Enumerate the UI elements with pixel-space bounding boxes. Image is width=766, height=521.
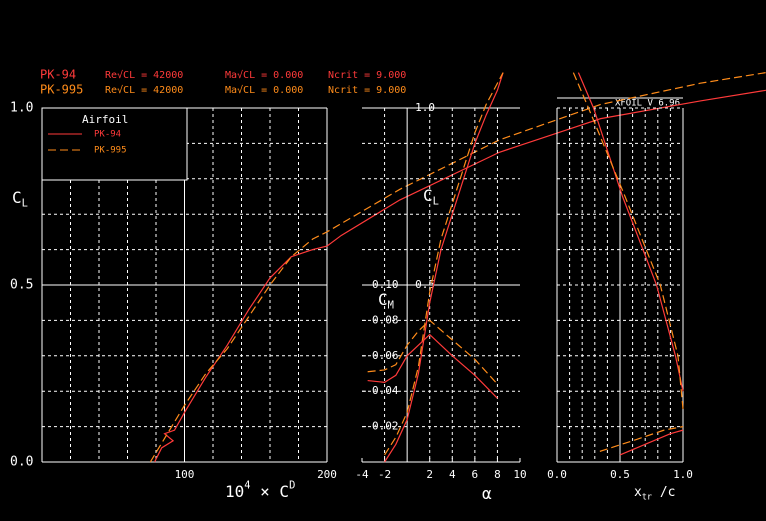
x-label: xtr /c (634, 485, 675, 502)
y2-tick-label: 0.04 (372, 384, 399, 397)
x-label: α (482, 484, 492, 503)
legend-label: PK-94 (94, 130, 121, 140)
y-label: CL (12, 188, 28, 210)
y2-label-part: M (388, 300, 394, 312)
series-line (619, 429, 684, 456)
x-tick-label: 200 (317, 468, 337, 481)
header-re: Re√CL = 42000 (105, 69, 183, 81)
series-line (367, 333, 498, 399)
x-label-part: 10 (225, 482, 244, 501)
y-label-part: L (22, 198, 28, 210)
version: XFOIL V 6.96 (615, 99, 680, 109)
x-label-part: α (482, 484, 492, 503)
y2-tick-label: 0.08 (372, 313, 399, 326)
x-tick-label: 6 (472, 468, 479, 481)
x-label-part: D (289, 480, 295, 492)
y-label-part: C (423, 186, 433, 205)
header-ncrit: Ncrit = 9.000 (328, 70, 406, 81)
y2-tick-label: 0.02 (372, 420, 399, 433)
header-name: PK-94 (40, 68, 76, 82)
x-tick-label: 2 (426, 468, 433, 481)
y-label: CL (423, 186, 439, 208)
x-tick-label: -4 (355, 468, 369, 481)
x-label-part: × C (251, 482, 290, 501)
x-label-part: tr (642, 491, 652, 501)
x-tick-label: 10 (513, 468, 526, 481)
header-ma: Ma√CL = 0.000 (225, 84, 303, 96)
x-tick-label: 100 (175, 468, 195, 481)
x-tick-label: 1.0 (673, 468, 693, 481)
y2-tick-label: 0.10 (372, 278, 399, 291)
x-tick-label: -2 (378, 468, 391, 481)
y2-tick-label: 0.06 (372, 349, 399, 362)
y-label-part: C (12, 188, 22, 207)
header-ma: Ma√CL = 0.000 (225, 69, 303, 81)
legend-title: Airfoil (82, 113, 128, 126)
series-line (384, 72, 504, 463)
series-line (577, 72, 684, 392)
y2-label-part: C (378, 290, 388, 309)
x-tick-label: 0.0 (547, 468, 567, 481)
y2-label: CM (378, 290, 394, 312)
series-line (367, 319, 498, 385)
y-label-part: L (433, 196, 439, 208)
series-line (149, 72, 766, 463)
x-tick-label: 0.5 (610, 468, 630, 481)
series-line (572, 72, 684, 409)
series-line (384, 72, 504, 456)
y-tick-label: 0.5 (10, 278, 33, 293)
legend-label: PK-995 (94, 146, 127, 156)
x-label: 104 × CD (225, 480, 295, 501)
x-tick-label: 4 (449, 468, 456, 481)
series-line (599, 426, 684, 452)
x-label-part: x (634, 485, 642, 500)
header-name: PK-995 (40, 83, 83, 97)
header-ncrit: Ncrit = 9.000 (328, 85, 406, 96)
legend-box (41, 107, 188, 181)
y-tick-label: 1.0 (10, 101, 33, 116)
series-line (154, 89, 766, 463)
x-tick-label: 8 (494, 468, 501, 481)
x-label-part: /c (652, 485, 675, 500)
header-re: Re√CL = 42000 (105, 84, 183, 96)
y-tick-label: 0.0 (10, 455, 33, 470)
y-tick-label: 1.0 (415, 101, 435, 114)
x-label-part: 4 (244, 480, 250, 492)
